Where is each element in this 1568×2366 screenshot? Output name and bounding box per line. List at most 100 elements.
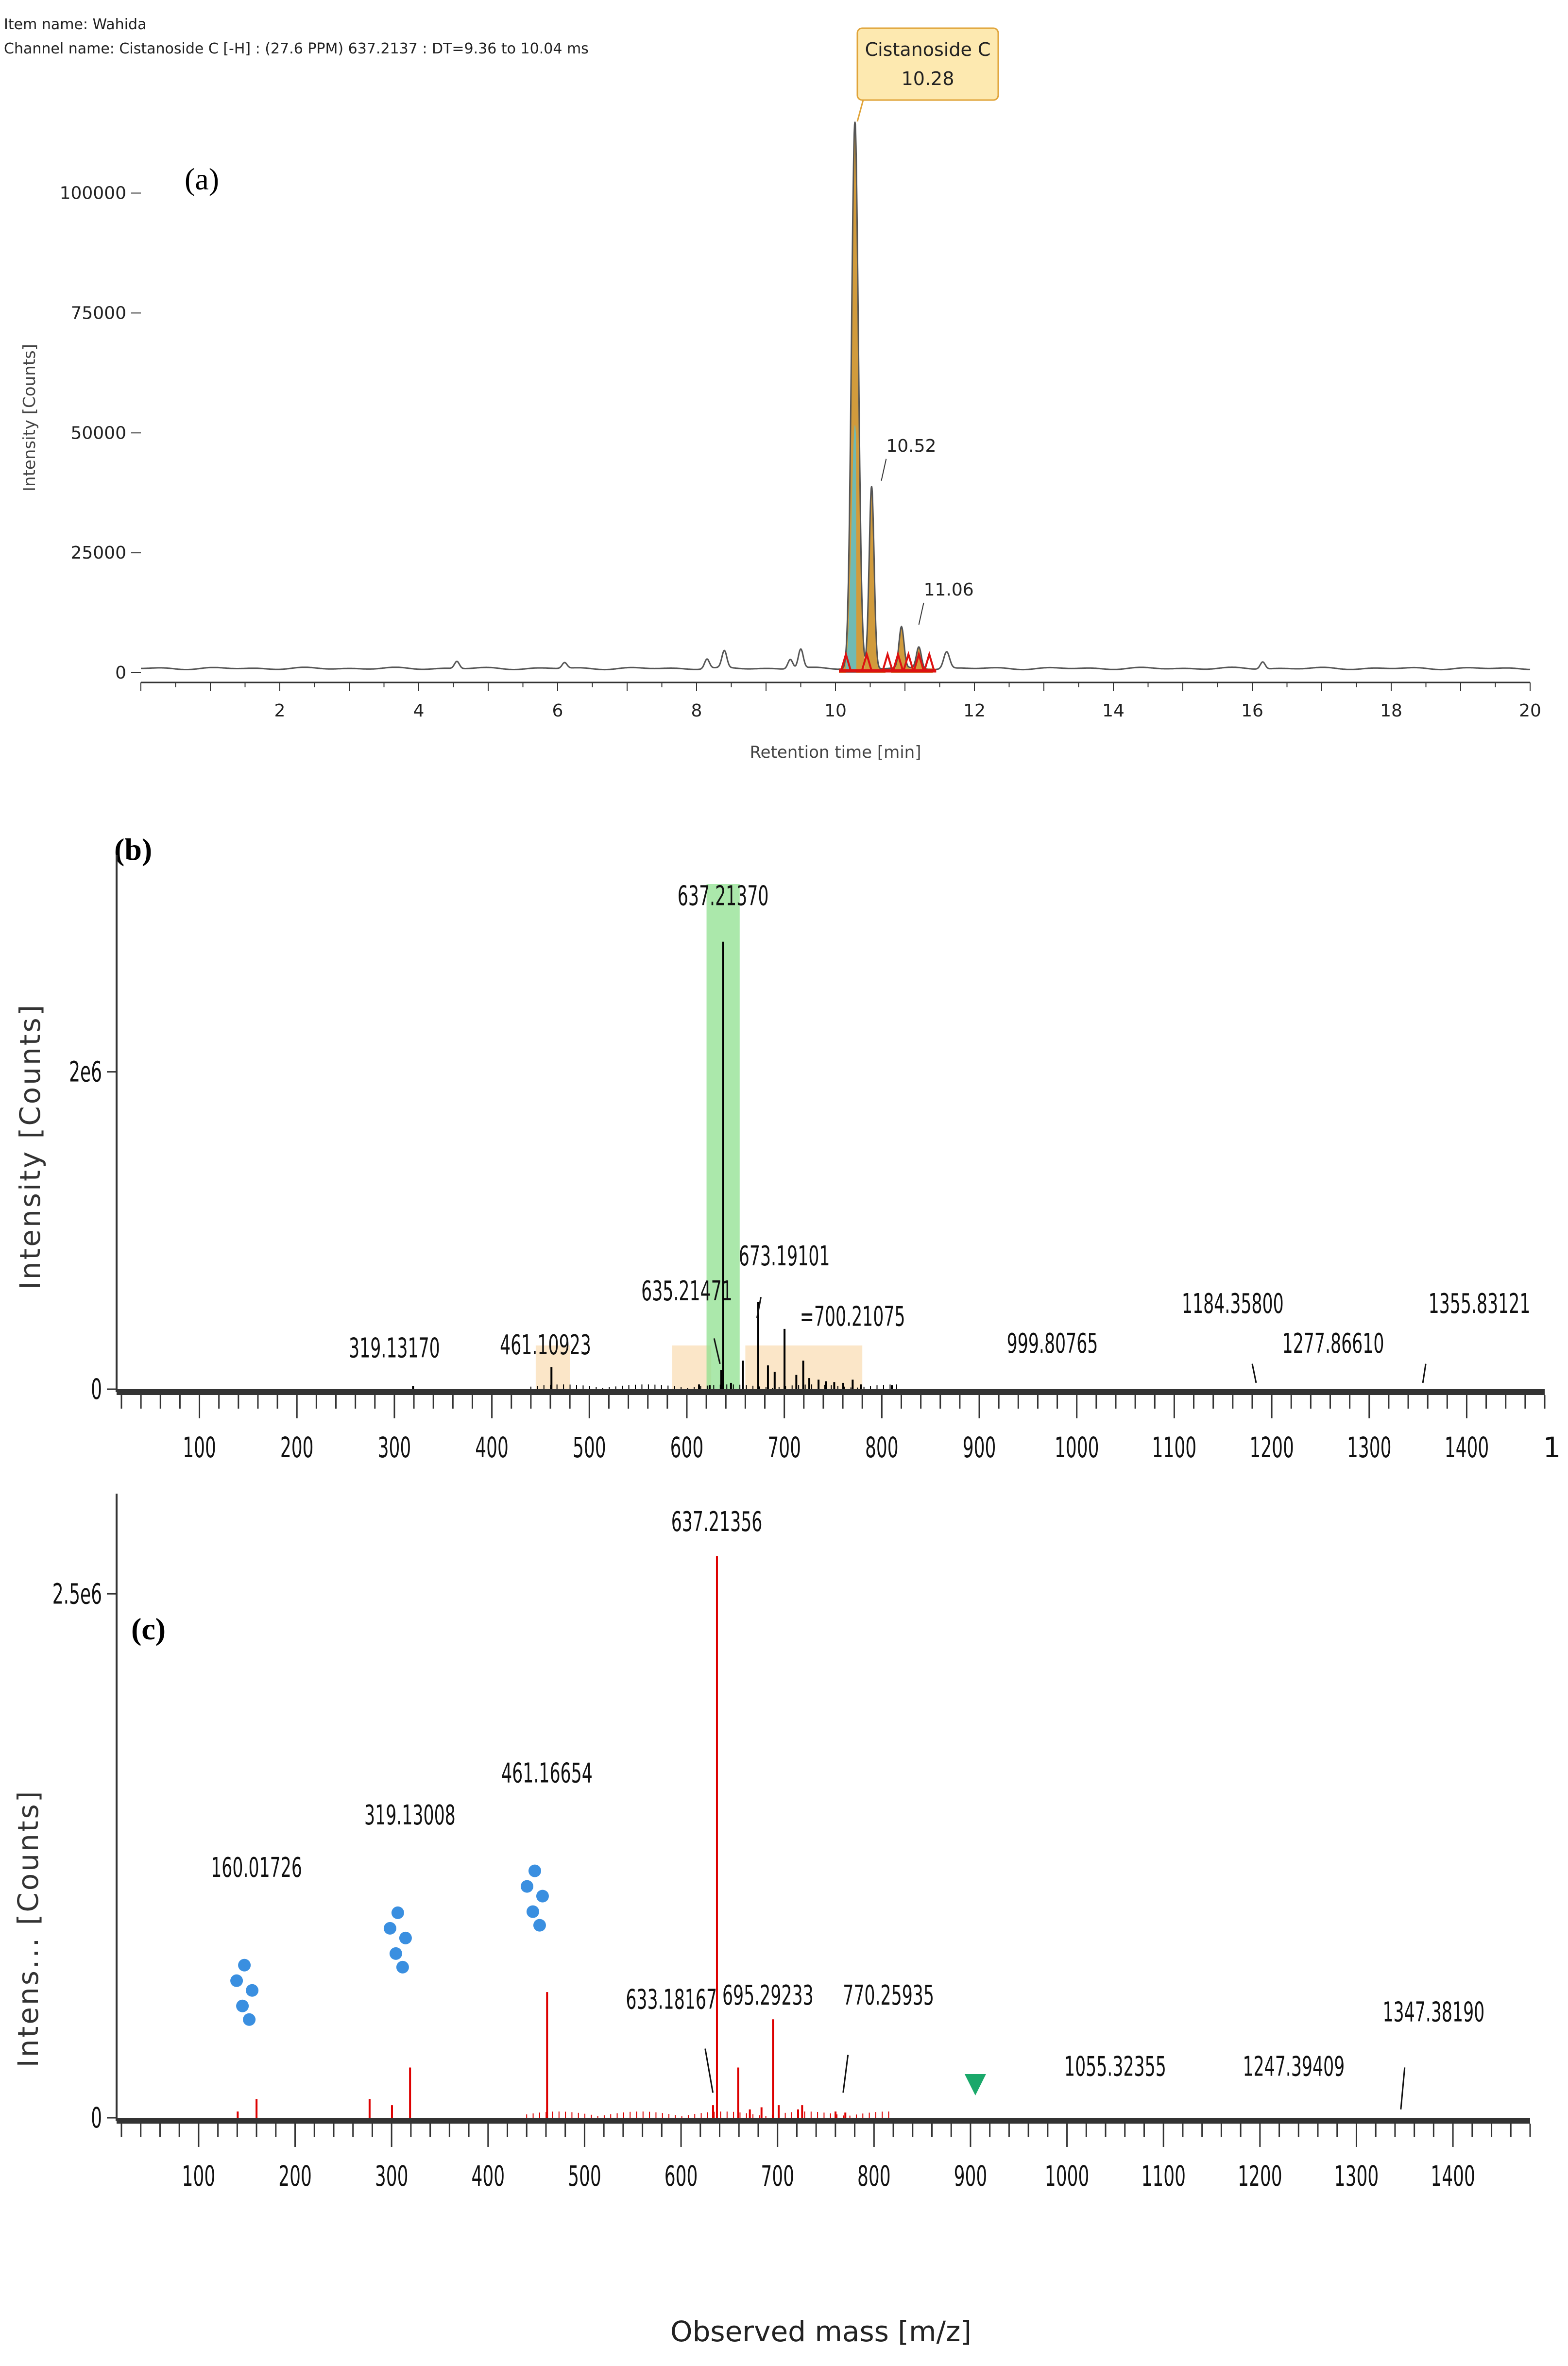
a-x-tick-label: 2 [274,701,286,721]
fragment-glyph-icon [520,1864,549,1932]
b-spectrum-sticks [412,941,897,1389]
c-x-ticks: 100 200 300 400 500 600 700 800 900 1000 1100 1200 1… [120,2124,1531,2193]
a-peak-callout: Cistanoside C 10.28 [856,27,999,122]
x-tick-label: 100 [183,1431,216,1464]
peak-label: 1347.38190 [1382,1996,1484,2028]
y-tick-label: 2.5e6 [52,1578,102,1610]
x-tick-label: 500 [568,2160,601,2193]
a-chromatogram-trace [141,121,1531,671]
a-baseline-mark [882,650,894,671]
a-x-tick-label: 10 [824,701,847,721]
c-peak-labels: 637.21356 461.16654 319.13008 160.01726 633.… [211,1506,1484,2082]
c-y-axis-title: Intens... [Counts] [12,1789,45,2068]
a-baseline-mark [923,650,935,671]
fragment-glyph-dot [391,1906,404,1919]
leader-line [704,2048,714,2093]
a-callout-pointer [856,100,864,122]
c-spectrum-sticks [237,1556,889,2118]
leader-line [713,1338,721,1364]
a-baseline-mark [903,650,915,671]
fragment-glyph-dot [230,1974,243,1987]
fragment-glyph-dot [399,1931,412,1944]
peak-label: 770.25935 [843,1979,934,2011]
peak-label: =700.21075 [800,1301,905,1332]
peak-label: 461.10923 [500,1329,591,1361]
x-tick-label: 400 [471,2160,505,2193]
x-tick-label: 1300 [1347,1431,1392,1464]
peak-label: 695.29233 [722,1979,814,2011]
a-x-axis-title: Retention time [min] [750,743,921,762]
b-y-ticks: 0 2e6 [69,1056,117,1406]
a-peak-leader [918,602,924,625]
fragment-glyph-dot [246,1984,259,1997]
peak-label: 319.13008 [364,1799,456,1831]
a-x-tick-label: 20 [1519,701,1541,721]
fragment-glyph-dot [238,1958,251,1972]
a-x-tick-label: 8 [691,701,702,721]
y-tick-label: 2e6 [69,1056,102,1089]
fragment-glyph-dot [396,1960,409,1974]
x-tick-label: 1400 [1431,2160,1475,2193]
leader-line [1422,1363,1427,1383]
a-x-tick-label: 18 [1380,701,1402,721]
leader-line [842,2055,849,2093]
x-tick-label: 1000 [1055,1431,1099,1464]
a-y-tick-label: 50000 [70,423,126,443]
panel-b-spectrum: (b) 100 200 300 400 500 600 700 800 900 1000 1100 1… [14,832,1561,1464]
header-channel-name: Channel name: Cistanoside C [-H] : (27.6… [4,40,589,57]
a-peak-labels: 10.52 11.06 [881,436,974,625]
fragment-glyph-icon [230,1958,259,2026]
a-x-tick-label: 14 [1102,701,1125,721]
a-baseline-mark [840,650,852,671]
b-orange-highlight [672,1345,712,1389]
x-tick-label: 100 [182,2160,216,2193]
x-tick-label: 200 [278,2160,312,2193]
a-y-tick-label: 25000 [70,543,126,563]
x-tick-label: 600 [665,2160,698,2193]
leader-line [1251,1363,1257,1383]
x-tick-label: 600 [670,1431,704,1464]
peak-label: 635.21471 [641,1275,733,1307]
a-x-tick-label: 6 [552,701,563,721]
x-tick-label: 1200 [1249,1431,1294,1464]
peak-label: 673.19101 [739,1241,830,1272]
a-y-tick-label: 75000 [70,303,126,323]
a-x-tick-label: 16 [1241,701,1263,721]
a-y-tick-label: 100000 [60,184,126,204]
x-tick-label: 800 [865,1431,899,1464]
a-x-ticks: 2 4 6 8 10 12 14 16 18 20 [140,682,1541,721]
peak-label: 1184.35800 [1182,1288,1284,1320]
a-callout-rt: 10.28 [902,68,954,89]
fragment-glyph-dot [243,2013,256,2026]
peak-label: 160.01726 [211,1852,302,1883]
peak-label: 319.13170 [349,1332,440,1364]
fragment-glyph-dot [533,1919,546,1932]
peak-label: 633.18167 [626,1984,717,2015]
fragment-glyph-dot [526,1905,539,1918]
x-tick-label: 300 [375,2160,409,2193]
x-tick-label: 1200 [1238,2160,1282,2193]
panel-a-chromatogram: Item name: Wahida Channel name: Cistanos… [4,16,1541,762]
x-tick-label: 400 [475,1431,509,1464]
a-callout-name: Cistanoside C [865,39,991,60]
peak-label: 637.21370 [678,880,769,912]
a-peak-label: 11.06 [924,580,974,600]
peak-label: 461.16654 [501,1757,593,1789]
fragment-glyph-dot [383,1922,396,1935]
a-peak-fill [846,425,856,673]
c-triangle-marker-icon [964,2074,986,2095]
a-baseline-mark [892,650,904,671]
fragment-glyph-dot [520,1880,533,1893]
x-tick-label: 900 [954,2160,988,2193]
x-tick-label: 1100 [1141,2160,1186,2193]
a-baseline-marks [839,650,937,673]
peak-label: 637.21356 [671,1506,763,1537]
fragment-glyph-dot [536,1889,549,1903]
a-x-tick-label: 12 [963,701,986,721]
leader-line [1400,2067,1406,2110]
peak-label: 1055.32355 [1064,2051,1166,2082]
a-baseline-mark [913,650,925,671]
a-y-tick-label: 0 [115,663,126,683]
